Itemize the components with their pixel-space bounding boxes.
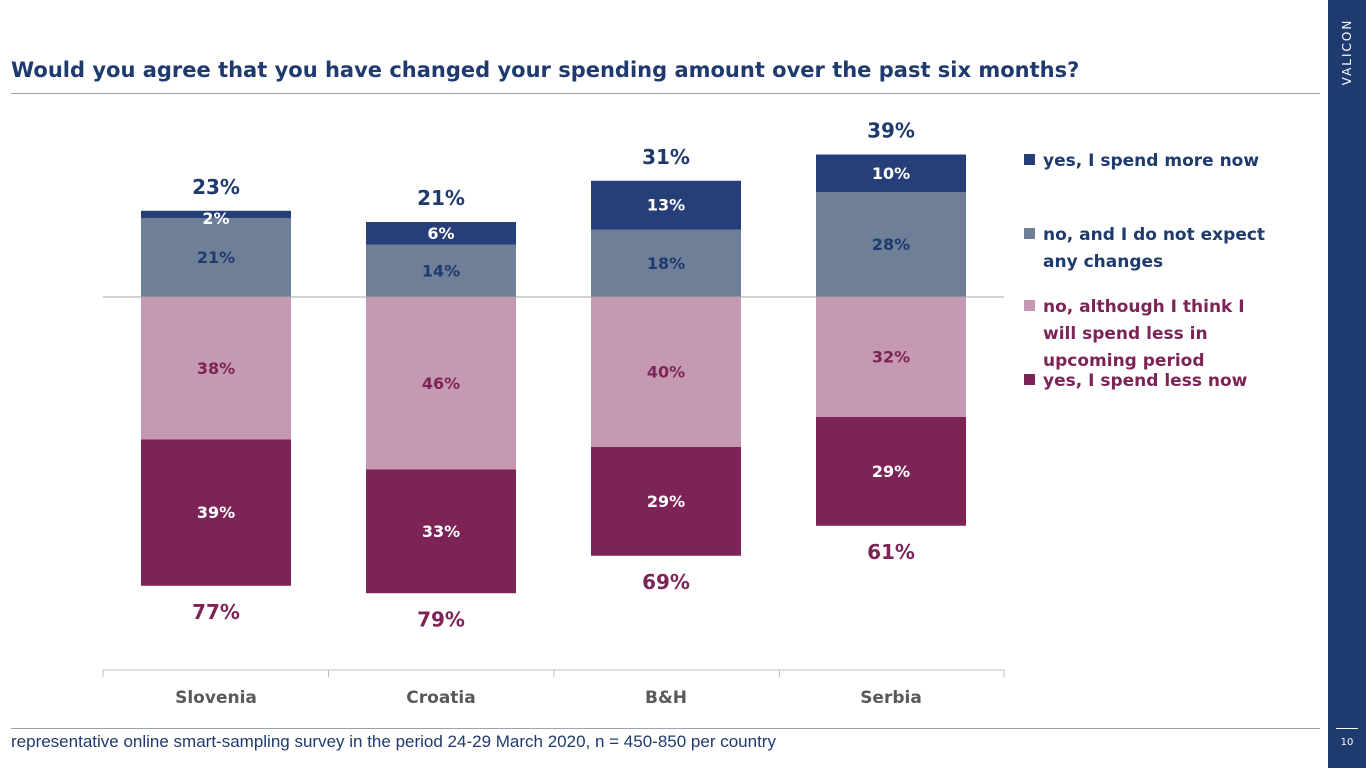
total-label-down: 61% (867, 540, 915, 564)
total-label-up: 23% (192, 175, 240, 199)
bar-segment (816, 154, 966, 192)
data-label: 39% (197, 503, 235, 522)
x-tick-label: Slovenia (175, 688, 257, 708)
legend-item-no-change: no, and I do not expect any changes (1024, 222, 1273, 276)
bar-segment (141, 210, 291, 219)
bar-segment (816, 297, 966, 417)
data-label: 14% (422, 261, 460, 280)
footer-divider (11, 728, 1320, 729)
legend-swatch (1024, 228, 1035, 239)
bar-segment (366, 297, 516, 470)
data-label: 29% (872, 462, 910, 481)
data-label: 33% (422, 522, 460, 541)
data-label: 40% (647, 363, 685, 382)
bar-segment (141, 218, 291, 297)
brand-logo-text: VALICON (1340, 18, 1354, 86)
data-label: 18% (647, 254, 685, 273)
bar-segment (591, 229, 741, 297)
data-label: 21% (197, 248, 235, 267)
page-number: 10 (1340, 737, 1354, 748)
legend-swatch (1024, 300, 1035, 311)
legend-label: no, although I think I will spend less i… (1043, 297, 1245, 371)
legend-label: no, and I do not expect any changes (1043, 225, 1266, 272)
bar-segment (591, 180, 741, 230)
legend-item-less-expected: no, although I think I will spend less i… (1024, 294, 1273, 375)
legend-swatch (1024, 154, 1035, 165)
bar-segment (816, 417, 966, 526)
total-label-down: 79% (417, 607, 465, 631)
data-label: 6% (427, 224, 454, 243)
legend-label: yes, I spend more now (1043, 151, 1260, 171)
bar-segment (141, 439, 291, 586)
total-label-down: 77% (192, 600, 240, 624)
legend-item-less-now: yes, I spend less now (1024, 368, 1273, 395)
data-label: 29% (647, 492, 685, 511)
data-label: 2% (202, 209, 229, 228)
bar-segment (591, 447, 741, 556)
total-label-up: 31% (642, 145, 690, 169)
data-label: 38% (197, 359, 235, 378)
footnote: representative online smart-sampling sur… (11, 732, 776, 751)
x-tick-label: Serbia (860, 688, 922, 708)
legend-swatch (1024, 374, 1035, 385)
data-label: 32% (872, 348, 910, 367)
data-label: 13% (647, 196, 685, 215)
page-title: Would you agree that you have changed yo… (11, 58, 1080, 82)
bar-segment (366, 469, 516, 594)
bar-segment (366, 244, 516, 297)
legend-item-more-now: yes, I spend more now (1024, 148, 1273, 175)
bar-segment (141, 297, 291, 440)
data-label: 28% (872, 235, 910, 254)
x-tick-label: Croatia (406, 688, 475, 708)
bar-segment (816, 192, 966, 297)
total-label-down: 69% (642, 570, 690, 594)
stacked-bar-chart: 2% 21% 38% 39% 23% 77% Slovenia 6% 14% 46% 33% 21% 7… (102, 119, 1005, 708)
legend-label: yes, I spend less now (1043, 371, 1248, 391)
total-label-up: 39% (867, 119, 915, 143)
bar-segment (366, 222, 516, 245)
data-label: 10% (872, 164, 910, 183)
data-label: 46% (422, 374, 460, 393)
brand-sidebar (1328, 0, 1366, 768)
title-divider (11, 93, 1320, 94)
total-label-up: 21% (417, 186, 465, 210)
page-number-divider (1336, 728, 1358, 729)
bar-segment (591, 297, 741, 447)
x-tick-label: B&H (645, 688, 687, 708)
